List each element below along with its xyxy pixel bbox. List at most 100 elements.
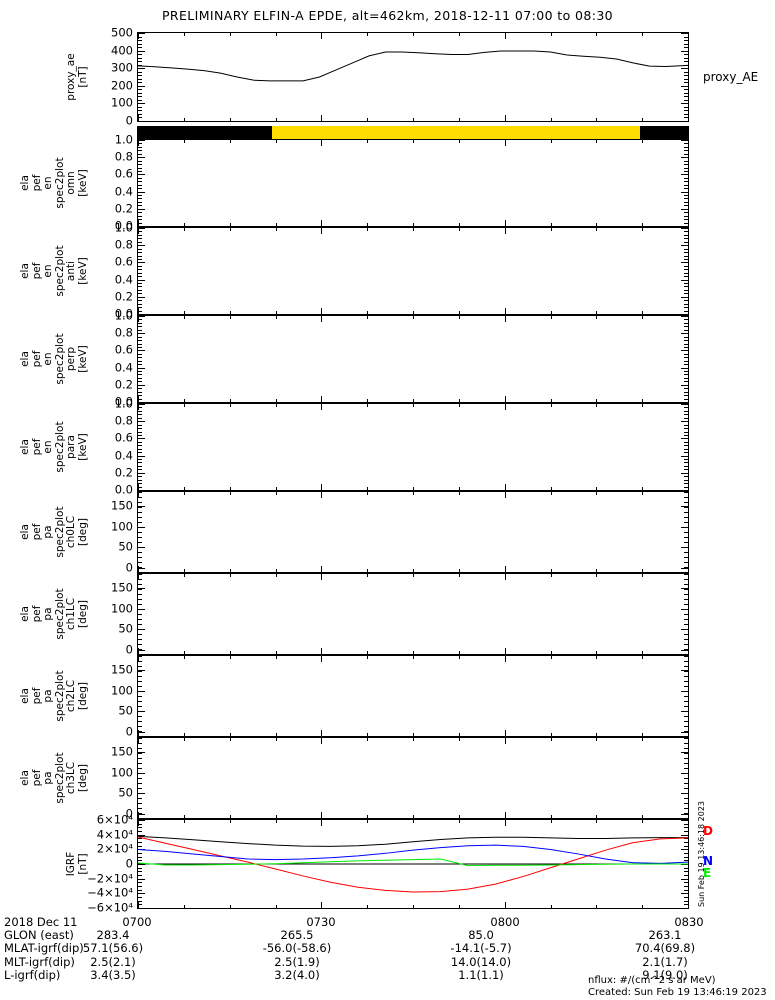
y-minor-tick	[684, 177, 688, 179]
trace-D	[138, 836, 688, 893]
y-minor-tick	[684, 649, 688, 650]
y-minor-tick	[138, 831, 142, 832]
y-major-tick	[138, 752, 145, 754]
panel-plot-area	[138, 140, 688, 226]
y-minor-tick	[684, 431, 688, 433]
x-minor-tick	[275, 738, 277, 741]
x-minor-tick	[458, 140, 460, 143]
y-minor-tick	[138, 164, 142, 166]
y-minor-tick	[684, 604, 688, 605]
y-minor-tick	[684, 492, 688, 493]
y-minor-tick	[684, 82, 688, 84]
x-minor-tick	[642, 733, 644, 736]
y-axis-title-word: spec2plot	[53, 506, 66, 558]
x-minor-tick	[642, 820, 644, 823]
x-minor-tick	[642, 316, 644, 319]
x-major-tick	[504, 566, 506, 572]
ephemeris-value: 9.1(9.0)	[642, 967, 688, 982]
x-minor-tick	[275, 905, 277, 908]
y-axis-title-word: ch3LC	[65, 761, 77, 795]
x-major-tick	[504, 396, 506, 402]
y-minor-tick	[138, 428, 142, 430]
y-minor-tick	[684, 195, 688, 197]
y-axis-title-word: spec2plot	[53, 670, 66, 722]
x-minor-tick	[367, 815, 369, 818]
x-minor-tick	[458, 733, 460, 736]
y-minor-tick	[684, 245, 688, 247]
y-minor-tick	[684, 753, 688, 754]
ephemeris-value: 3.4(3.5)	[90, 967, 136, 982]
y-tick-label: 0.2	[114, 377, 133, 392]
y-minor-tick	[684, 167, 688, 169]
y-minor-tick	[138, 743, 142, 744]
y-minor-tick	[138, 758, 142, 759]
y-minor-tick	[138, 904, 142, 906]
x-minor-tick	[229, 311, 231, 314]
y-tick-label: 150	[111, 580, 133, 595]
y-minor-tick	[138, 188, 142, 190]
x-minor-tick	[367, 905, 369, 908]
y-minor-tick	[684, 61, 688, 63]
y-minor-tick	[138, 96, 142, 98]
y-minor-tick	[684, 479, 688, 481]
y-minor-tick	[684, 319, 688, 321]
y-axis-title-word: pef	[30, 687, 43, 705]
x-minor-tick	[596, 311, 598, 314]
y-minor-tick	[138, 629, 142, 630]
x-minor-tick	[642, 140, 644, 143]
y-minor-tick	[684, 68, 688, 70]
x-minor-tick	[275, 404, 277, 407]
x-minor-tick	[275, 733, 277, 736]
y-minor-tick	[138, 279, 142, 281]
y-minor-tick	[684, 656, 688, 657]
x-minor-tick	[229, 733, 231, 736]
y-minor-tick	[138, 150, 142, 152]
y-minor-tick	[138, 773, 142, 774]
y-minor-tick	[684, 47, 688, 49]
y-minor-tick	[684, 867, 688, 869]
x-minor-tick	[183, 311, 185, 314]
y-axis-title-word: en	[42, 440, 54, 454]
y-minor-tick	[684, 686, 688, 687]
y-minor-tick	[138, 594, 142, 595]
y-minor-tick	[138, 557, 142, 558]
y-minor-tick	[684, 258, 688, 260]
y-minor-tick	[684, 599, 688, 600]
x-minor-tick	[596, 404, 598, 407]
y-minor-tick	[684, 748, 688, 749]
x-minor-tick	[367, 228, 369, 231]
y-axis-title-word: en	[42, 264, 54, 278]
y-minor-tick	[138, 377, 142, 379]
x-minor-tick	[413, 404, 414, 407]
y-minor-tick	[138, 40, 142, 42]
x-minor-tick	[229, 905, 231, 908]
y-minor-tick	[684, 157, 688, 159]
ephemeris-value: 265.5	[280, 928, 314, 943]
y-minor-tick	[138, 201, 142, 203]
y-minor-tick	[684, 248, 688, 250]
y-minor-tick	[684, 542, 688, 543]
x-major-tick	[504, 228, 506, 234]
y-minor-tick	[684, 889, 688, 891]
x-minor-tick	[596, 820, 598, 823]
y-minor-tick	[684, 537, 688, 538]
y-minor-tick	[138, 395, 142, 397]
ephemeris-row-label: MLAT-igrf(dip)	[4, 941, 84, 956]
y-minor-tick	[138, 875, 142, 876]
y-minor-tick	[138, 434, 142, 436]
x-minor-tick	[275, 118, 277, 121]
ephemeris-value: 263.1	[648, 928, 682, 943]
x-minor-tick	[550, 140, 552, 143]
y-minor-tick	[138, 502, 142, 503]
y-minor-tick	[684, 57, 688, 59]
x-minor-tick	[550, 33, 552, 36]
y-minor-tick	[138, 184, 142, 186]
y-axis-title-word: ch0LC	[65, 515, 77, 549]
ephemeris-value: 85.0	[468, 928, 494, 943]
y-minor-tick	[684, 286, 688, 288]
y-minor-tick	[138, 360, 142, 362]
y-minor-tick	[138, 853, 142, 854]
x-minor-tick	[596, 656, 598, 659]
x-minor-tick	[596, 574, 598, 577]
